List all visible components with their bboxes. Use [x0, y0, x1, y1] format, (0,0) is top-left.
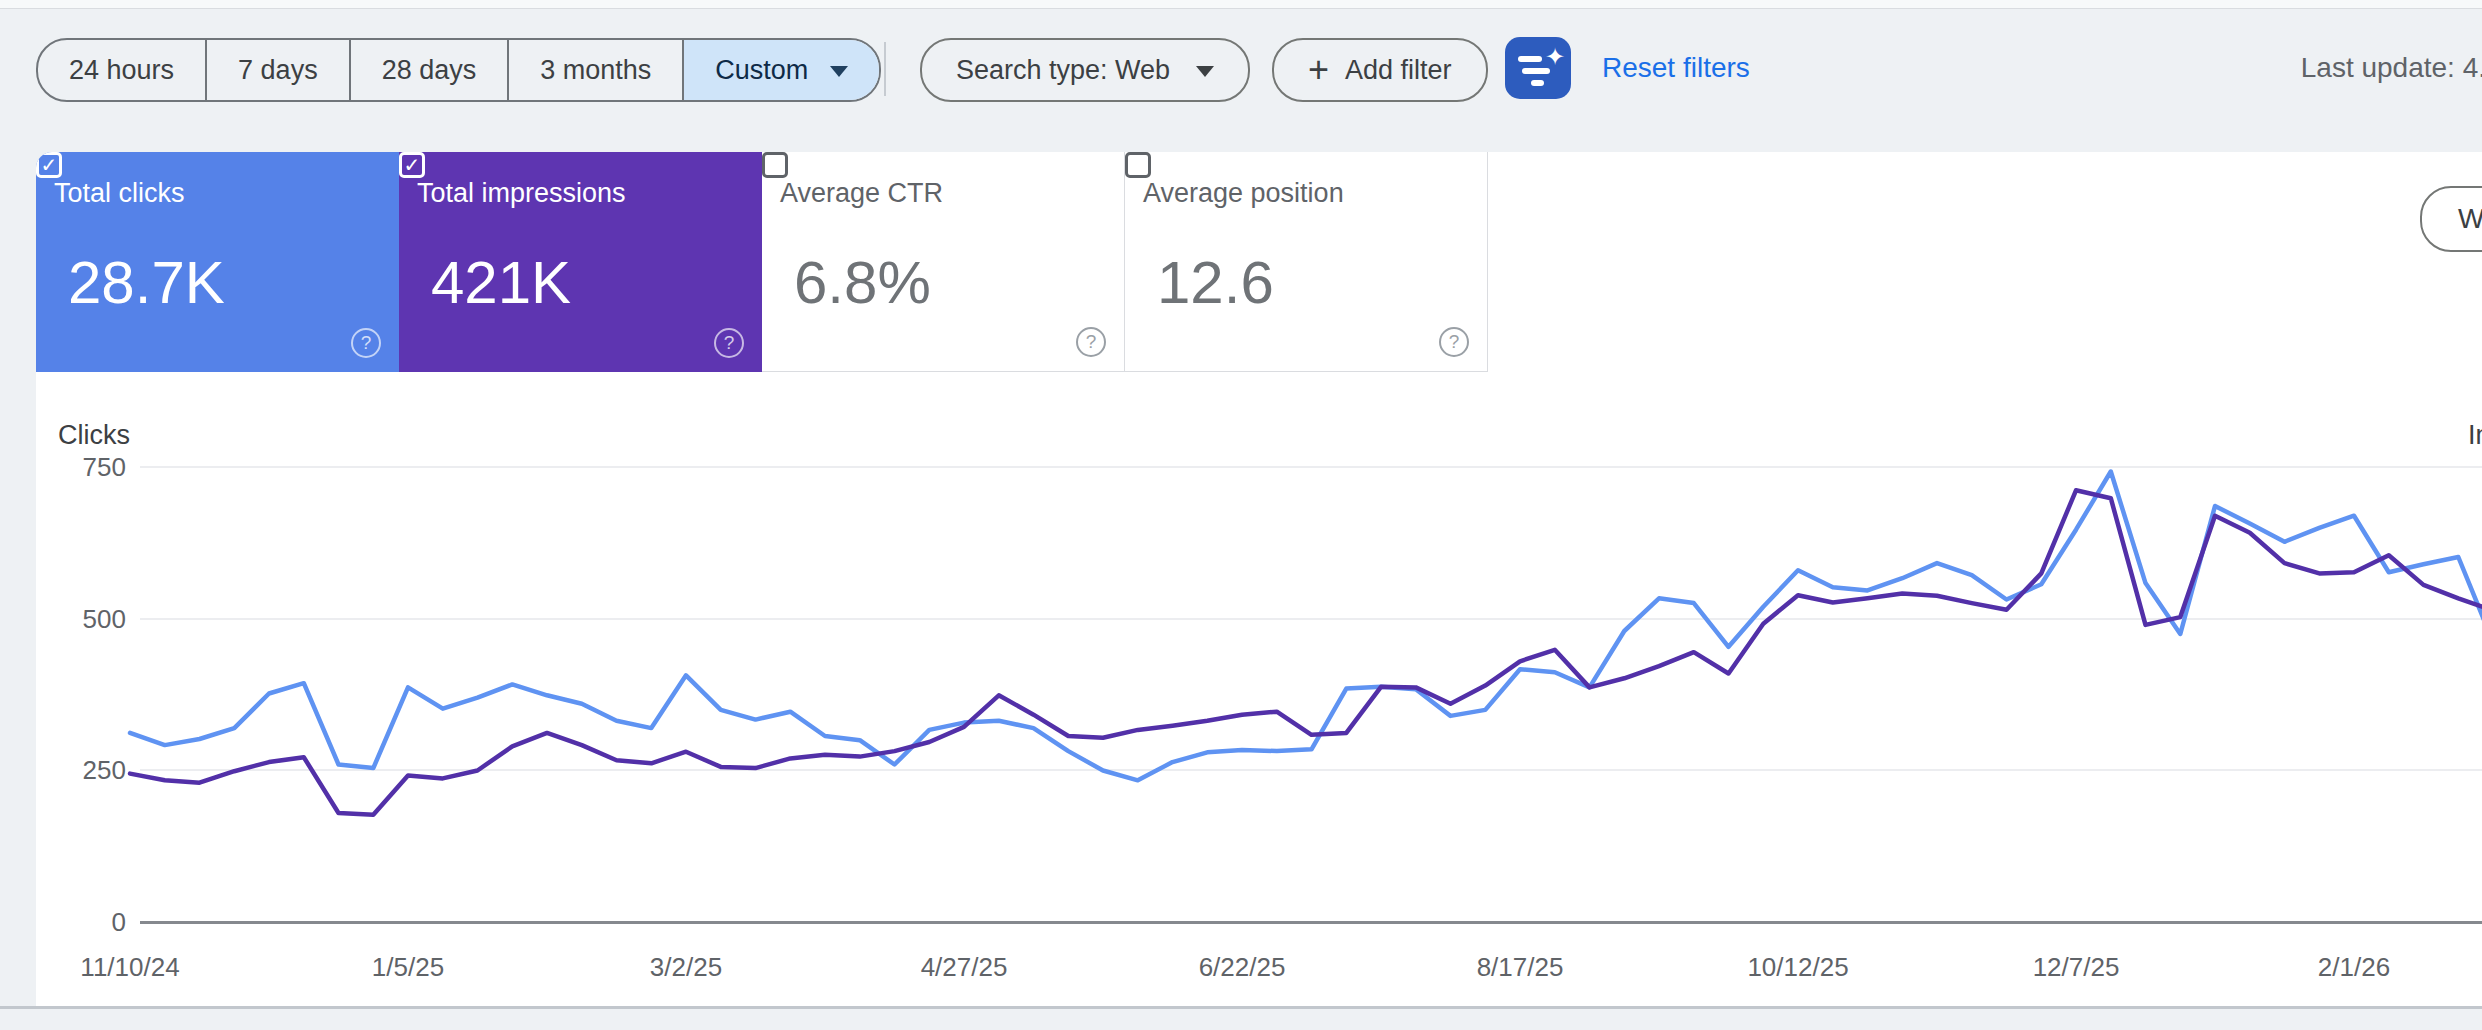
chevron-down-icon [1196, 66, 1214, 77]
bottom-divider [0, 1006, 2482, 1009]
date-range-selector: 24 hours 7 days 28 days 3 months Custom [36, 38, 881, 102]
date-range-custom[interactable]: Custom [682, 40, 879, 100]
filter-lines-icon [1518, 56, 1542, 62]
date-range-7-days[interactable]: 7 days [205, 40, 349, 100]
reset-filters-link[interactable]: Reset filters [1602, 38, 1750, 98]
date-range-24-hours[interactable]: 24 hours [38, 40, 205, 100]
search-type-label: Search type: Web [956, 55, 1170, 86]
date-range-3-months[interactable]: 3 months [507, 40, 682, 100]
filters-toolbar: 24 hours 7 days 28 days 3 months Custom … [0, 8, 2482, 128]
toolbar-divider [884, 42, 886, 96]
series-impressions [130, 490, 2482, 815]
performance-panel: ✓ Total clicks 28.7K ? ✓ Total impressio… [36, 152, 2482, 1006]
add-filter-button[interactable]: + Add filter [1272, 38, 1488, 102]
smart-filter-button[interactable]: ✦ [1505, 37, 1571, 99]
series-clicks [130, 472, 2482, 781]
line-chart[interactable] [36, 152, 2482, 1006]
last-update-text: Last update: 4. [2301, 38, 2482, 98]
search-type-dropdown[interactable]: Search type: Web [920, 38, 1250, 102]
chevron-down-icon [830, 66, 848, 77]
sparkle-icon: ✦ [1545, 45, 1565, 69]
add-filter-label: Add filter [1345, 55, 1452, 86]
date-range-28-days[interactable]: 28 days [349, 40, 508, 100]
custom-range-label: Custom [715, 55, 808, 86]
